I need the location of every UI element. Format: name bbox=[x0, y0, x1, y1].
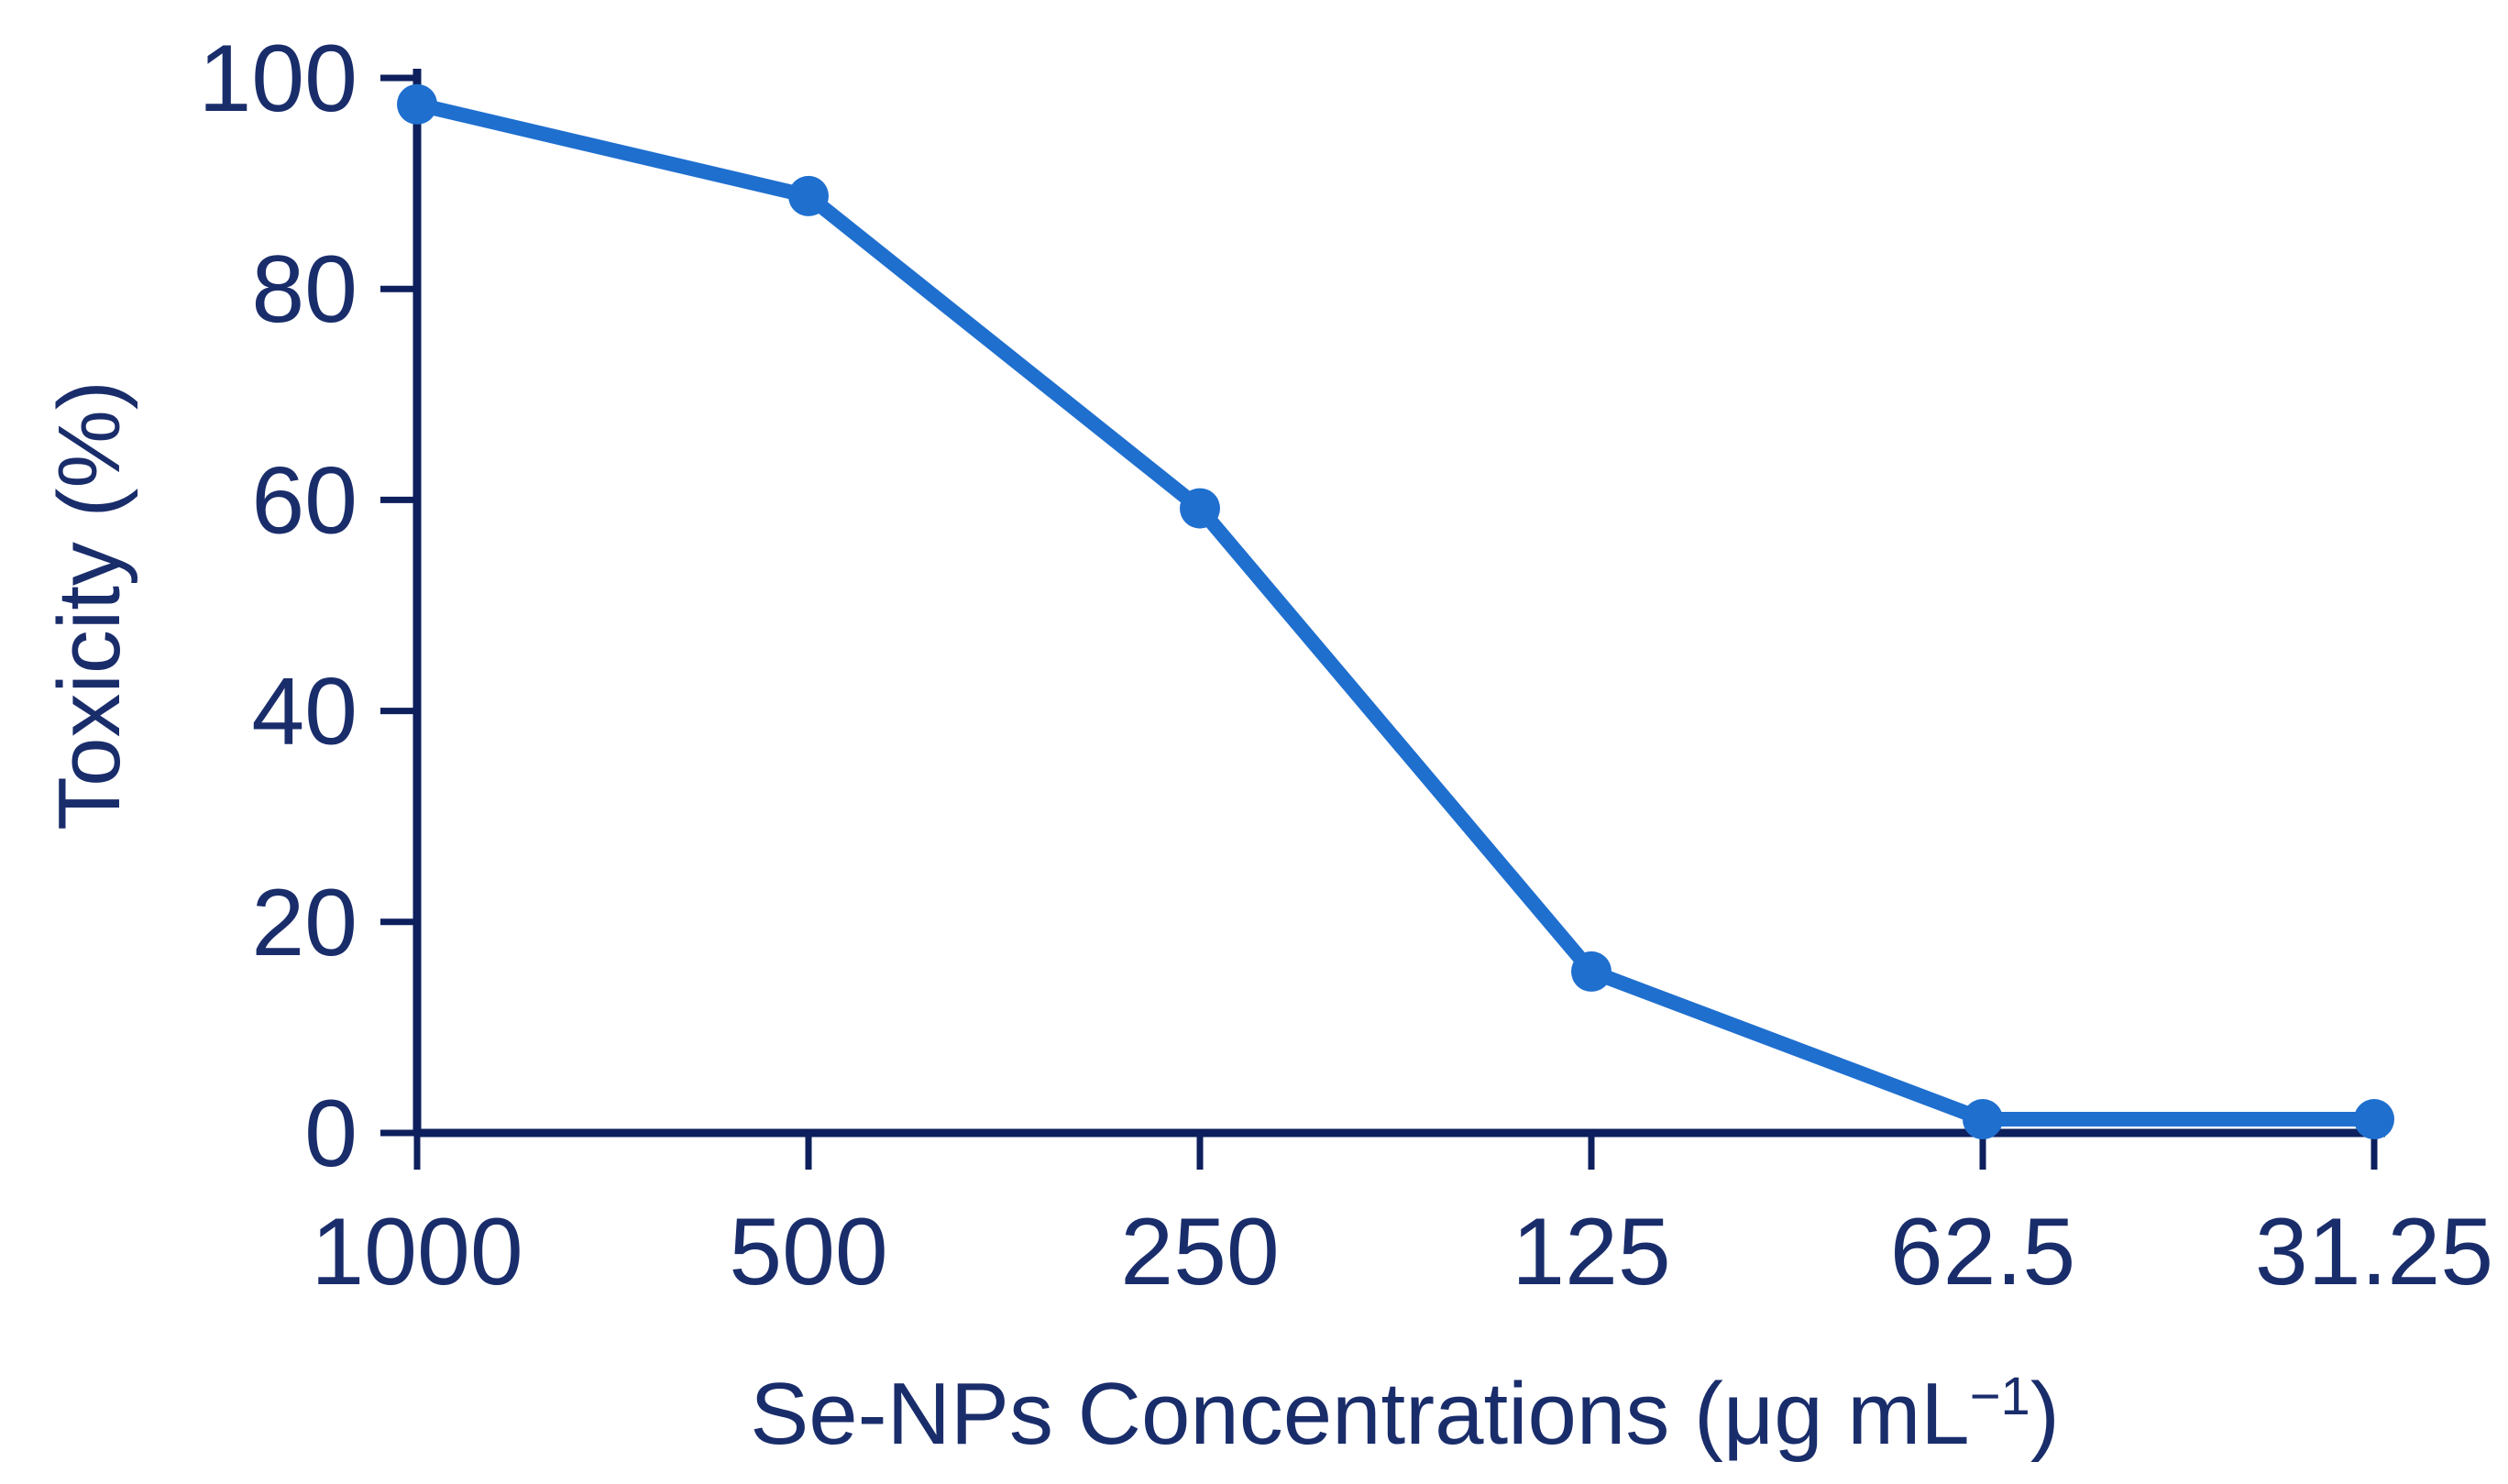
data-point bbox=[788, 175, 829, 216]
x-tick-label: 62.5 bbox=[1890, 1199, 2075, 1305]
x-tick-label: 125 bbox=[1512, 1199, 1671, 1305]
data-point bbox=[1571, 951, 1612, 992]
x-tick-label: 31.25 bbox=[2255, 1199, 2493, 1305]
y-tick-label: 40 bbox=[251, 659, 358, 765]
x-axis-title-superscript: −1 bbox=[1970, 1367, 2030, 1426]
data-point bbox=[397, 83, 437, 125]
data-point bbox=[2354, 1099, 2394, 1140]
x-axis-title: Se-NPs Concentrations (μg mL−1) bbox=[750, 1365, 2060, 1463]
data-point bbox=[1963, 1099, 2003, 1140]
y-tick-label: 0 bbox=[304, 1081, 358, 1187]
x-tick-label: 1000 bbox=[311, 1199, 522, 1305]
data-point bbox=[1180, 488, 1220, 529]
y-tick-label: 100 bbox=[198, 26, 358, 132]
series-line bbox=[415, 96, 2374, 1127]
x-tick-label: 500 bbox=[729, 1199, 888, 1305]
y-tick-label: 20 bbox=[251, 870, 358, 976]
y-axis-title: Toxicity (%) bbox=[40, 380, 138, 830]
x-tick-label: 250 bbox=[1120, 1199, 1280, 1305]
x-axis-title-suffix: ) bbox=[2030, 1365, 2060, 1463]
y-tick-label: 60 bbox=[251, 447, 358, 554]
y-axis-ticks: 0 20 40 60 80 100 bbox=[198, 26, 417, 1187]
series-group bbox=[397, 83, 2394, 1140]
x-axis-title-main: Se-NPs Concentrations (μg mL bbox=[750, 1365, 1970, 1463]
y-tick-label: 80 bbox=[251, 236, 358, 343]
x-axis-ticks: 1000 500 250 125 62.5 31.25 bbox=[311, 1133, 2493, 1305]
